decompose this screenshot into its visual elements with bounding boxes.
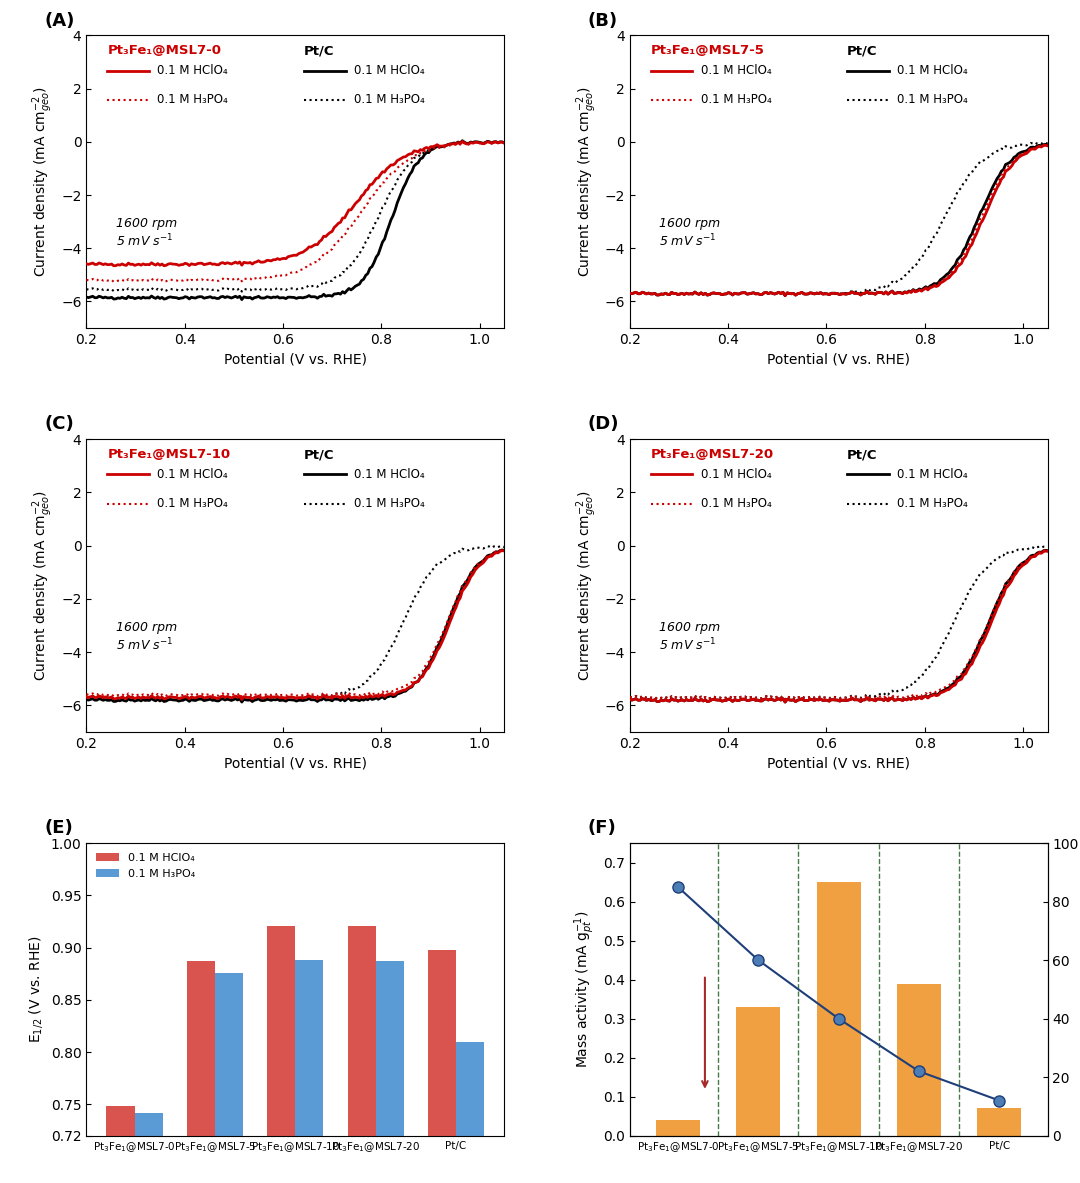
Text: 0.1 M H₃PO₄: 0.1 M H₃PO₄ [897,497,968,510]
Bar [267,925,295,1183]
Text: 0.1 M HClO₄: 0.1 M HClO₄ [158,64,228,77]
Text: 1600 rpm
5 mV s$^{-1}$: 1600 rpm 5 mV s$^{-1}$ [116,621,177,653]
Text: Pt₃Fe₁@MSL7-20: Pt₃Fe₁@MSL7-20 [650,448,773,461]
X-axis label: Potential (V vs. RHE): Potential (V vs. RHE) [767,756,910,770]
Text: 0.1 M H₃PO₄: 0.1 M H₃PO₄ [701,93,771,106]
Legend: 0.1 M HClO₄, 0.1 M H₃PO₄: 0.1 M HClO₄, 0.1 M H₃PO₄ [92,848,199,883]
Text: 0.1 M HClO₄: 0.1 M HClO₄ [701,468,771,481]
Y-axis label: E$_{1/2}$ (V vs. RHE): E$_{1/2}$ (V vs. RHE) [27,936,45,1043]
Bar [107,1106,135,1183]
Text: Pt/C: Pt/C [847,44,878,57]
Text: 0.1 M H₃PO₄: 0.1 M H₃PO₄ [354,93,424,106]
Text: 0.1 M HClO₄: 0.1 M HClO₄ [354,468,424,481]
Text: 0.1 M H₃PO₄: 0.1 M H₃PO₄ [354,497,424,510]
X-axis label: Potential (V vs. RHE): Potential (V vs. RHE) [767,353,910,367]
Y-axis label: Mass activity (mA g$_{pt}^{-1}$): Mass activity (mA g$_{pt}^{-1}$) [572,911,597,1068]
Text: (E): (E) [44,819,73,838]
Bar [816,883,861,1136]
Bar [187,961,215,1183]
Text: Pt₃Fe₁@MSL7-0: Pt₃Fe₁@MSL7-0 [107,44,221,57]
Text: 0.1 M HClO₄: 0.1 M HClO₄ [897,64,968,77]
Bar [456,1041,484,1183]
Text: 0.1 M H₃PO₄: 0.1 M H₃PO₄ [897,93,968,106]
Text: 1600 rpm
5 mV s$^{-1}$: 1600 rpm 5 mV s$^{-1}$ [659,216,720,250]
Text: Pt/C: Pt/C [847,448,878,461]
Y-axis label: Current density (mA cm$^{-2}_{geo}$): Current density (mA cm$^{-2}_{geo}$) [575,490,598,681]
Text: 0.1 M HClO₄: 0.1 M HClO₄ [701,64,771,77]
Text: 1600 rpm
5 mV s$^{-1}$: 1600 rpm 5 mV s$^{-1}$ [659,621,720,653]
Text: 0.1 M H₃PO₄: 0.1 M H₃PO₄ [158,497,228,510]
Text: Pt₃Fe₁@MSL7-10: Pt₃Fe₁@MSL7-10 [107,448,230,461]
Bar [376,961,404,1183]
Y-axis label: Current density (mA cm$^{-2}_{geo}$): Current density (mA cm$^{-2}_{geo}$) [31,490,55,681]
Text: (D): (D) [588,415,620,433]
Text: 0.1 M HClO₄: 0.1 M HClO₄ [354,64,424,77]
Text: 0.1 M H₃PO₄: 0.1 M H₃PO₄ [701,497,771,510]
Text: 0.1 M HClO₄: 0.1 M HClO₄ [897,468,968,481]
Bar [656,1120,700,1136]
Text: 0.1 M H₃PO₄: 0.1 M H₃PO₄ [158,93,228,106]
X-axis label: Potential (V vs. RHE): Potential (V vs. RHE) [224,756,367,770]
Text: 1600 rpm
5 mV s$^{-1}$: 1600 rpm 5 mV s$^{-1}$ [116,216,177,250]
Bar [428,950,456,1183]
Y-axis label: Current density (mA cm$^{-2}_{geo}$): Current density (mA cm$^{-2}_{geo}$) [575,86,598,277]
Bar [977,1108,1022,1136]
Text: Pt/C: Pt/C [303,448,334,461]
Bar [896,983,941,1136]
Y-axis label: Current density (mA cm$^{-2}_{geo}$): Current density (mA cm$^{-2}_{geo}$) [31,86,55,277]
Text: Pt₃Fe₁@MSL7-5: Pt₃Fe₁@MSL7-5 [650,44,765,57]
Bar [295,961,324,1183]
Text: (C): (C) [44,415,75,433]
Bar [135,1113,163,1183]
Text: (A): (A) [44,12,75,30]
Bar [348,925,376,1183]
Text: (B): (B) [588,12,618,30]
Bar [737,1007,781,1136]
X-axis label: Potential (V vs. RHE): Potential (V vs. RHE) [224,353,367,367]
Text: 0.1 M HClO₄: 0.1 M HClO₄ [158,468,228,481]
Text: (F): (F) [588,819,617,838]
Text: Pt/C: Pt/C [303,44,334,57]
Bar [215,972,243,1183]
